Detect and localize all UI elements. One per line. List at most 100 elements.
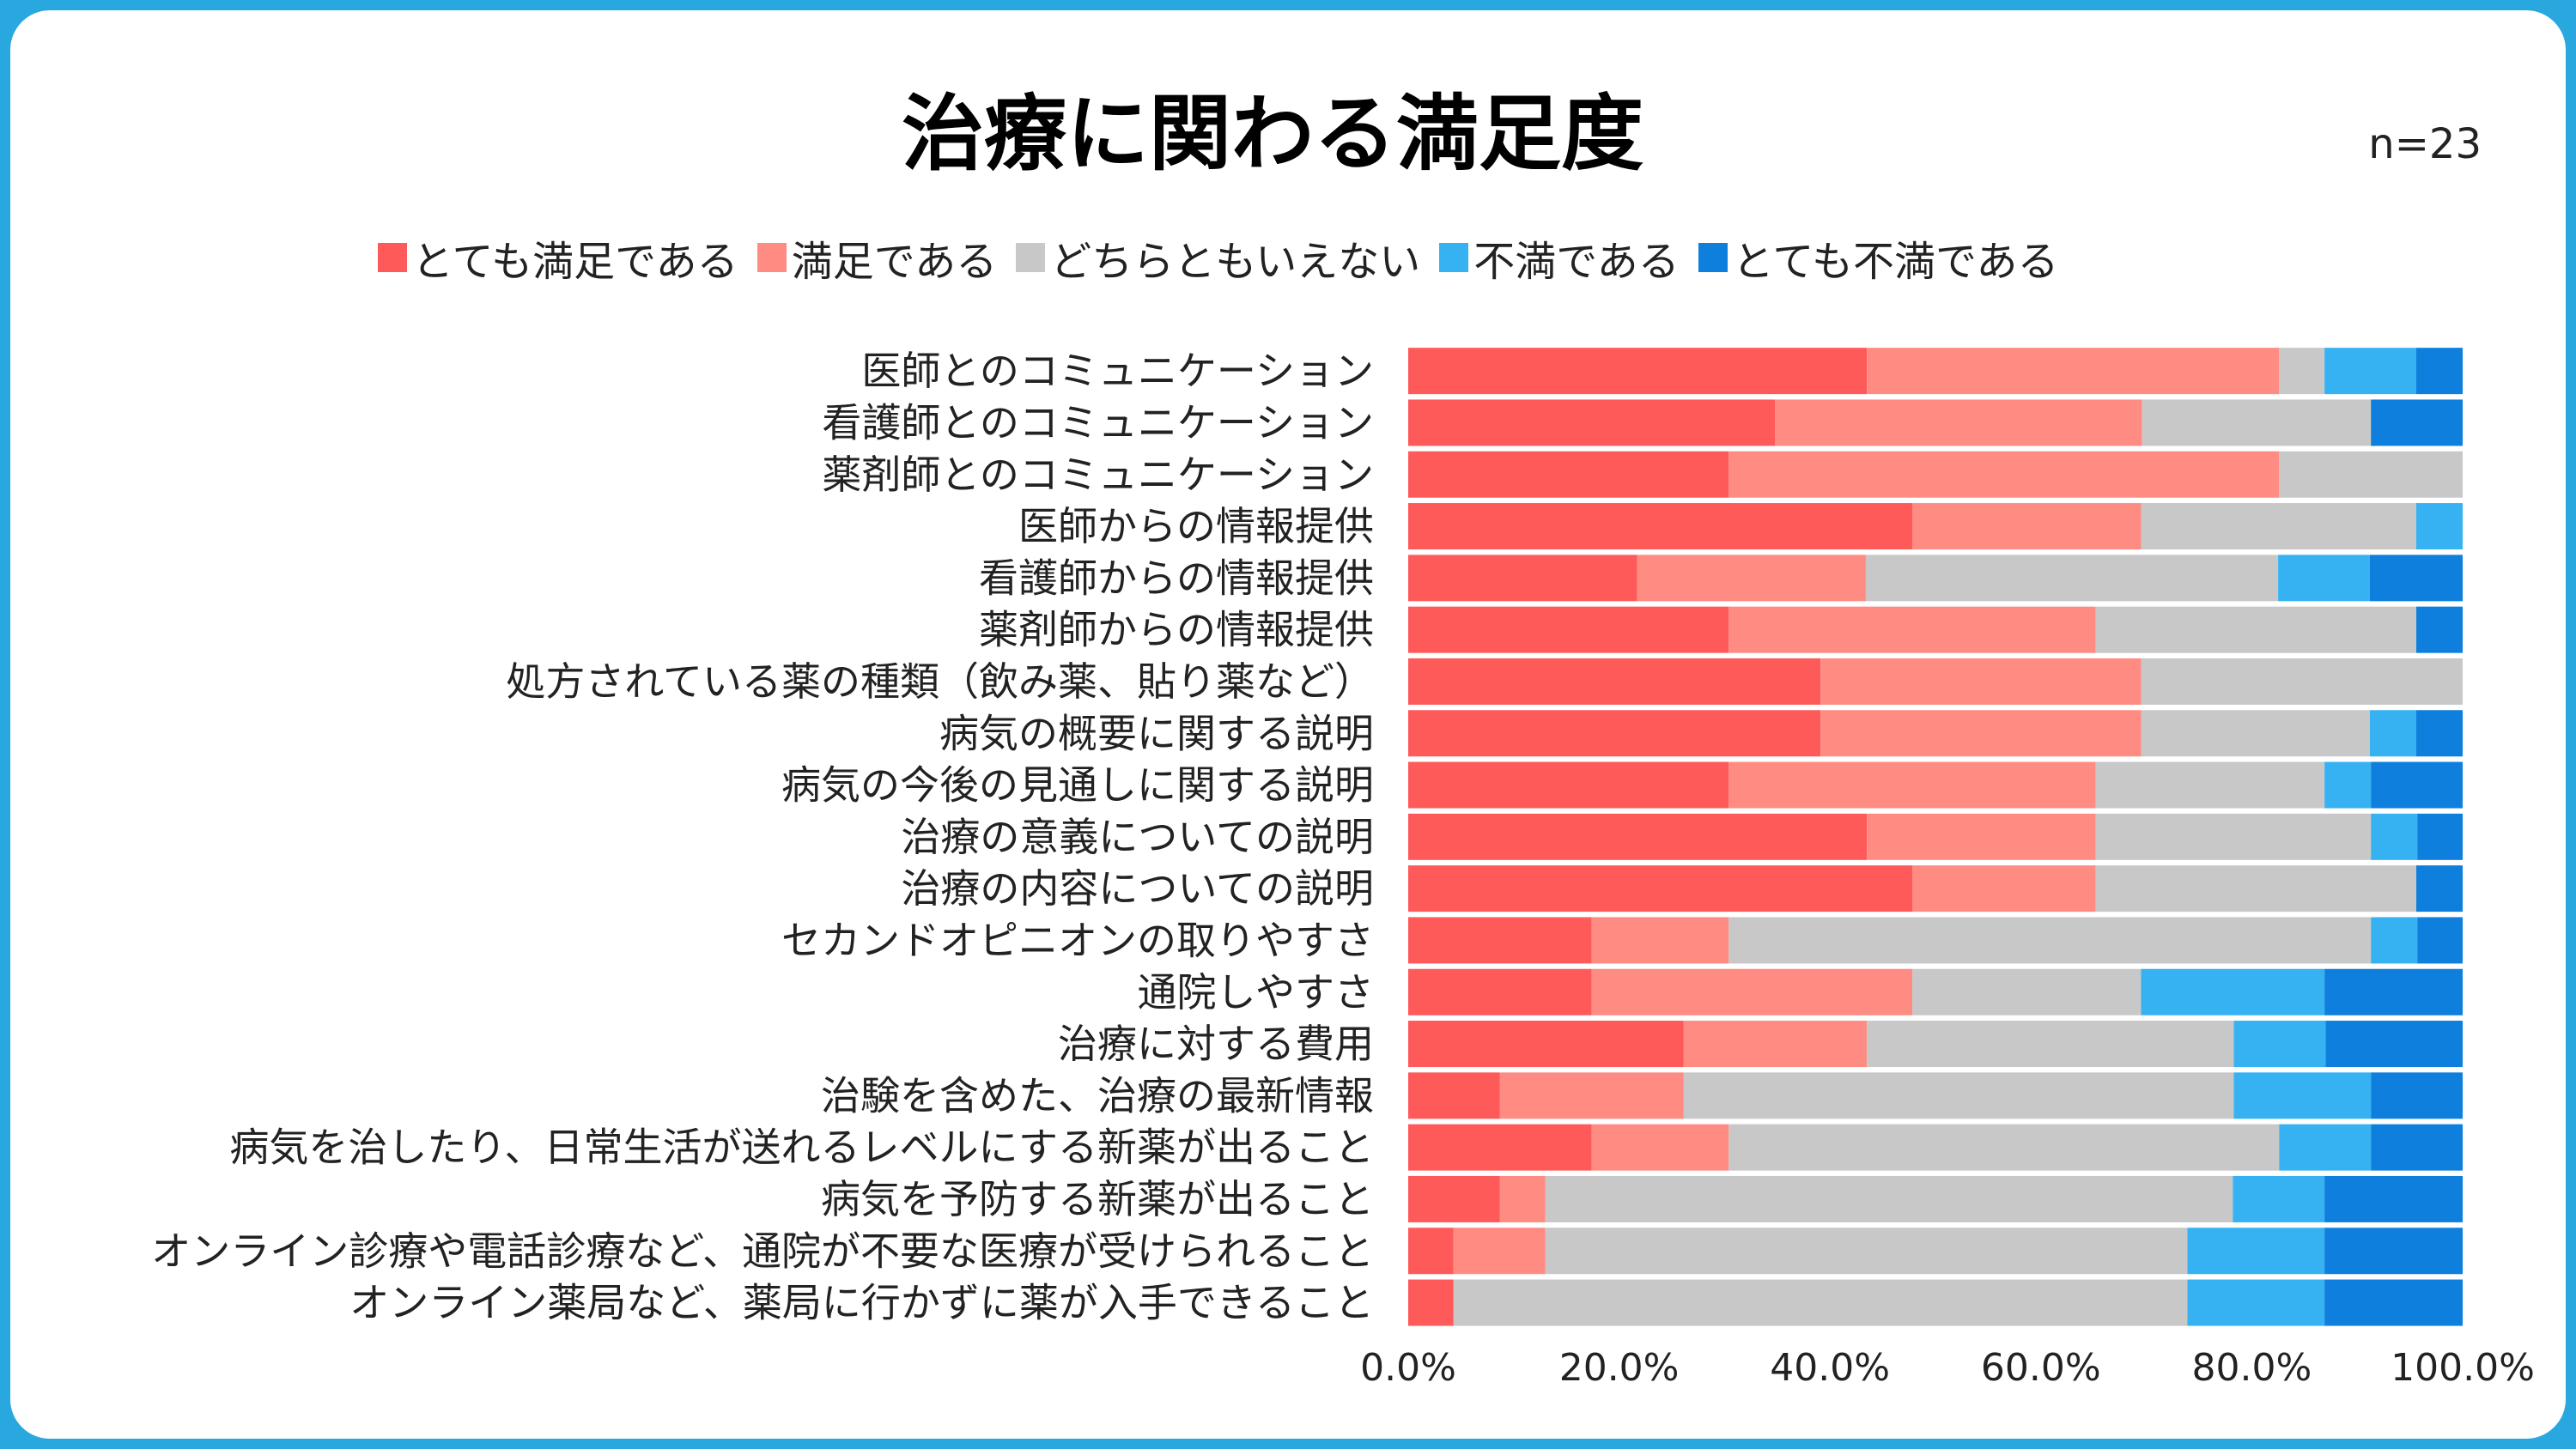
bar-segment-very-satisfied [1408,658,1821,705]
bar-segment-very-satisfied [1408,555,1637,602]
bar-segment-dissatisfied [2187,1228,2325,1275]
bar-segment-neutral [2141,658,2463,705]
chart-title: 治療に関わる満足度 [902,86,1643,182]
bar-segment-very-satisfied [1408,1124,1592,1171]
bar-segment-very-dissatisfied [2324,1175,2463,1222]
bar-segment-neutral [2095,813,2372,860]
bar-segment-very-satisfied [1408,1072,1500,1119]
legend-swatch-neutral [1016,243,1046,272]
x-tick-label: 0.0% [1360,1346,1456,1390]
bar-segment-very-satisfied [1408,968,1592,1016]
bar-segment-satisfied [1637,555,1866,602]
bar-segment-very-satisfied [1408,606,1729,653]
legend-label-very-dissatisfied: とても不満である [1732,238,2059,286]
bar-segment-neutral [2095,865,2416,912]
bar-segment-dissatisfied [2233,1175,2325,1222]
bar-segment-very-satisfied [1408,451,1729,498]
category-label: 処方されている薬の種類（飲み薬、貼り薬など） [506,658,1374,705]
bar-segment-dissatisfied [2371,813,2418,860]
bar-segment-satisfied [1683,1021,1868,1068]
bar-segment-satisfied [1591,917,1729,964]
bar-segment-satisfied [1499,1072,1684,1119]
bar-segment-satisfied [1911,865,2096,912]
legend-label-dissatisfied: 不満である [1473,238,1680,286]
bar-segment-very-dissatisfied [2415,865,2463,912]
category-label: セカンドオピニオンの取りやすさ [781,917,1374,963]
bar-segment-very-satisfied [1408,1175,1500,1222]
legend-label-satisfied: 満足である [791,238,998,286]
bar-segment-very-satisfied [1408,917,1592,964]
bar-segment-very-satisfied [1408,1279,1454,1326]
bar-segment-very-dissatisfied [2324,968,2463,1016]
bar-segment-dissatisfied [2415,503,2463,550]
bar-segment-neutral [2141,503,2416,550]
category-label: 薬剤師からの情報提供 [979,607,1374,653]
legend-swatch-very-satisfied [378,243,407,272]
bar-segment-neutral [1865,555,2279,602]
bar-segment-dissatisfied [2324,761,2372,809]
legend-swatch-very-dissatisfied [1698,243,1728,272]
bar-segment-very-dissatisfied [2415,606,2463,653]
bar-segment-satisfied [1728,451,2280,498]
bar-segment-very-dissatisfied [2415,348,2463,395]
bar-segment-very-satisfied [1408,865,1912,912]
bar-segment-very-dissatisfied [2371,1072,2463,1119]
bar-segment-satisfied [1820,710,2142,757]
bar-segment-very-dissatisfied [2369,555,2463,602]
bar-segment-very-dissatisfied [2371,1124,2463,1171]
category-label: 病気を予防する新薬が出ること [821,1176,1374,1222]
category-label: 治療の意義についての説明 [901,814,1374,860]
bar-segment-very-dissatisfied [2325,1021,2463,1068]
category-label: オンライン診療や電話診療など、通院が不要な医療が受けられること [151,1228,1374,1274]
bar-segment-very-dissatisfied [2371,761,2463,809]
bar-segment-neutral [1545,1228,2188,1275]
bar-segment-satisfied [1453,1228,1546,1275]
bar-segment-neutral [1728,917,2372,964]
bar-segment-satisfied [1867,348,2280,395]
bar-segment-satisfied [1728,606,2096,653]
bar-segment-satisfied [1499,1175,1546,1222]
bar-segment-very-dissatisfied [2417,917,2463,964]
bar-segment-dissatisfied [2141,968,2325,1016]
bar-segment-very-satisfied [1408,813,1868,860]
legend-label-very-satisfied: とても満足である [412,238,738,286]
bar-segment-neutral [2142,399,2372,446]
bar-segment-very-satisfied [1408,1021,1684,1068]
bar-segment-satisfied [1591,968,1912,1016]
bar-segment-neutral [2279,451,2463,498]
bar-segment-neutral [1453,1279,2188,1326]
bar-segment-satisfied [1728,761,2096,809]
category-label: 病気の概要に関する説明 [939,710,1374,756]
category-label: 病気を治したり、日常生活が送れるレベルにする新薬が出ること [229,1125,1374,1171]
category-label: 医師とのコミュニケーション [861,348,1374,394]
x-tick-label: 40.0% [1770,1346,1890,1390]
bar-segment-satisfied [1775,399,2142,446]
category-label: 通院しやすさ [1137,969,1374,1016]
category-label: 薬剤師とのコミュニケーション [822,452,1374,498]
bar-segment-satisfied [1867,813,2096,860]
bar-segment-very-satisfied [1408,761,1729,809]
bar-segment-neutral [1867,1021,2234,1068]
bar-segment-neutral [2095,761,2325,809]
category-label: 看護師からの情報提供 [979,555,1374,601]
x-tick-label: 60.0% [1981,1346,2101,1390]
bar-segment-neutral [2095,606,2416,653]
sample-size-label: n=23 [2368,120,2482,168]
category-label: 治療の内容についての説明 [901,865,1374,912]
x-tick-label: 100.0% [2391,1346,2535,1390]
bar-segment-neutral [1683,1072,2234,1119]
bar-segment-dissatisfied [2279,1124,2372,1171]
bar-segment-dissatisfied [2324,348,2416,395]
legend-label-neutral: どちらともいえない [1050,238,1421,286]
bar-segment-dissatisfied [2233,1021,2326,1068]
bar-segment-very-dissatisfied [2324,1228,2463,1275]
bar-segment-very-dissatisfied [2415,710,2463,757]
bar-segment-very-satisfied [1408,1228,1454,1275]
bar-segment-very-satisfied [1408,503,1912,550]
category-label: 治験を含めた、治療の最新情報 [821,1072,1374,1119]
category-label: オンライン薬局など、薬局に行かずに薬が入手できること [349,1280,1374,1326]
x-tick-label: 20.0% [1559,1346,1680,1390]
bar-segment-dissatisfied [2187,1279,2325,1326]
legend-item-very-satisfied: とても満足である [378,227,738,288]
